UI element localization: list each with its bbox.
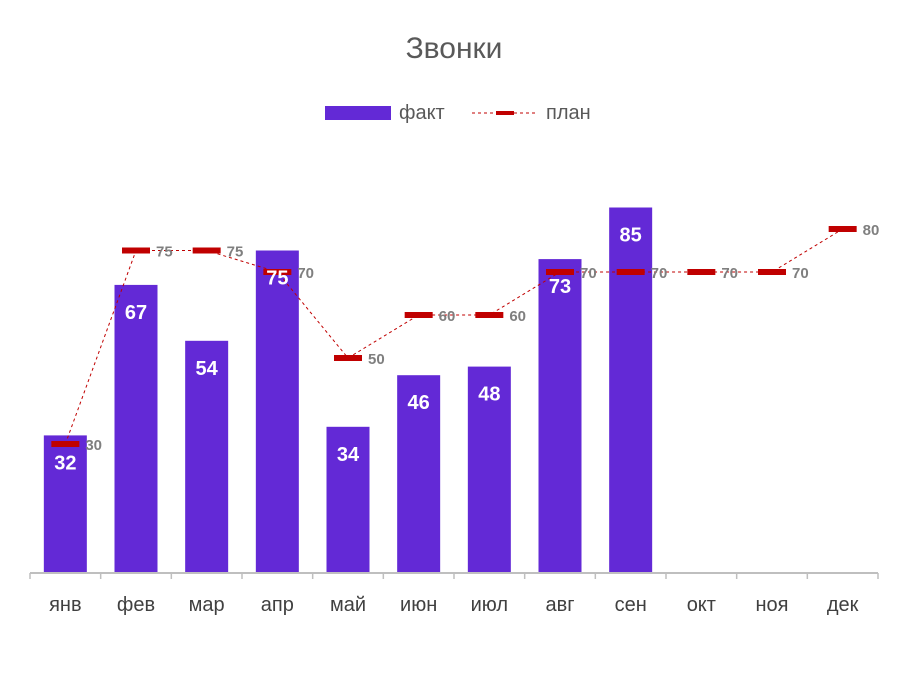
x-tick-label-10: ноя [756, 594, 789, 616]
plan-marker-5 [404, 312, 433, 318]
x-tick-label-9: окт [687, 594, 716, 616]
x-tick-label-5: июн [400, 594, 437, 616]
legend-label-fact: факт [399, 102, 445, 124]
bar-fact-0 [43, 435, 87, 573]
plan-data-label-10: 70 [792, 265, 809, 282]
x-tick-label-0: янв [49, 594, 82, 616]
x-tick-label-6: июл [471, 594, 508, 616]
bar-data-label-7: 73 [549, 276, 571, 298]
plan-marker-3 [263, 269, 292, 275]
plan-marker-9 [687, 269, 716, 275]
bar-fact-2 [185, 340, 229, 573]
x-tick-label-8: сен [615, 594, 647, 616]
plan-data-label-5: 60 [439, 308, 456, 325]
legend: факт план [325, 102, 591, 124]
plan-marker-2 [192, 247, 221, 254]
plan-data-label-4: 50 [368, 351, 385, 368]
plan-series-line [64, 228, 843, 445]
bar-data-label-4: 34 [337, 444, 360, 466]
bar-data-label-5: 46 [408, 392, 430, 414]
x-tick-label-1: фев [117, 594, 155, 616]
legend-marker-plan [496, 111, 514, 115]
x-tick-label-3: апр [261, 594, 294, 616]
plan-marker-8 [616, 269, 645, 275]
plan-marker-4 [334, 355, 362, 361]
plan-data-label-0: 30 [85, 437, 102, 454]
bar-data-label-1: 67 [125, 302, 147, 324]
bar-fact-3 [255, 250, 299, 573]
bar-data-label-6: 48 [478, 384, 500, 406]
plot-area: 32 67 54 75 34 46 48 73 85 30 75 75 70 50 60 60 70 70 70 70… [29, 207, 880, 616]
plan-data-label-3: 70 [297, 265, 314, 282]
bar-data-label-3: 75 [266, 268, 288, 290]
plan-marker-11 [828, 226, 857, 232]
legend-label-plan: план [546, 102, 591, 124]
plan-data-label-8: 70 [651, 265, 668, 282]
plan-data-label-11: 80 [863, 222, 880, 239]
bar-fact-4 [326, 426, 370, 573]
bar-fact-7 [538, 259, 582, 573]
bar-fact-8 [609, 207, 653, 573]
plan-marker-6 [475, 312, 504, 318]
bar-data-label-0: 32 [54, 452, 76, 474]
plan-data-label-1: 75 [156, 244, 173, 261]
plan-marker-0 [51, 441, 80, 447]
x-tick-label-2: мар [189, 594, 225, 616]
legend-swatch-fact [325, 106, 391, 120]
bar-data-label-2: 54 [196, 358, 219, 380]
plan-marker-7 [546, 269, 574, 275]
plan-marker-1 [122, 247, 150, 254]
plan-data-label-6: 60 [509, 308, 526, 325]
plan-data-label-9: 70 [721, 265, 738, 282]
plan-marker-10 [758, 269, 786, 275]
x-tick-label-11: дек [827, 594, 859, 616]
plan-data-label-2: 75 [227, 244, 244, 261]
x-tick-label-4: май [330, 594, 366, 616]
bar-fact-6 [467, 366, 511, 573]
x-tick-label-7: авг [545, 594, 574, 616]
plan-data-label-7: 70 [580, 265, 597, 282]
chart-title: Звонки [406, 32, 503, 65]
bar-data-label-8: 85 [620, 225, 642, 247]
bar-fact-5 [397, 375, 441, 573]
bar-fact-1 [114, 284, 158, 573]
